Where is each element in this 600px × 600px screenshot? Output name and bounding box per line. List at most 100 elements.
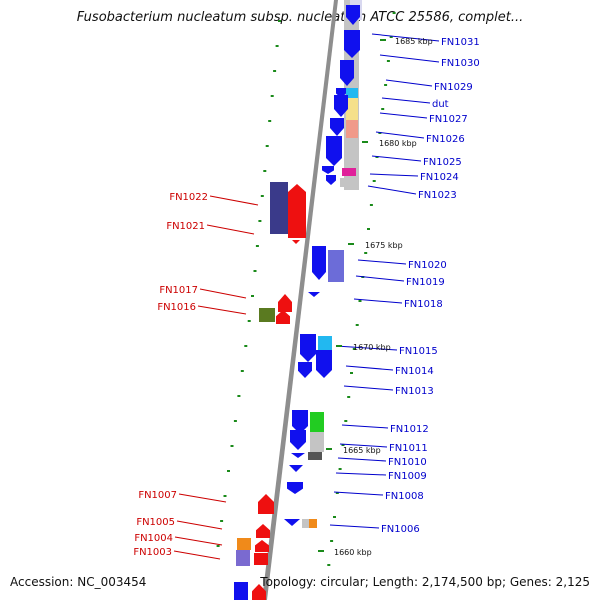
topology-label: Topology: [260,575,317,589]
gene-label-fn1020: FN1020 [408,260,447,271]
gene-label-fn1027: FN1027 [429,114,468,125]
gene-label-fn1018: FN1018 [404,299,443,310]
gene-label-fn1007: FN1007 [138,490,177,501]
track-dot [327,564,331,566]
band-segment-magenta [342,168,356,176]
gene-label-fn1014: FN1014 [395,366,434,377]
tick-mark [362,141,368,143]
gene-fn1004 [236,550,250,566]
track-dot [389,36,393,38]
leader-line [345,365,394,371]
gene-label-fn1011: FN1011 [389,443,428,454]
band-segment-cyan [346,88,358,98]
gene-fn1026-a [330,118,344,136]
track-dot [253,270,257,272]
gene-label-fn1023: FN1023 [418,190,457,201]
track-dot [216,545,220,547]
tick-label: 1680 kbp [379,139,417,148]
gene-fn1004-orange [237,538,251,550]
gene-fn1026 [326,136,342,166]
gene-label-fn1025: FN1025 [423,157,462,168]
leader-line [367,185,417,195]
gene-fn1024 [322,166,334,174]
gene-fn1020 [312,246,326,280]
track-dot [369,204,373,206]
track-dot [240,370,244,372]
track-dot [355,324,359,326]
track-dot [384,84,388,86]
track-dot [333,516,336,518]
track-dot [378,132,382,134]
gene-label-fn1030: FN1030 [441,58,480,69]
gene-label-dut: dut [432,99,449,110]
track-dot [251,295,254,297]
gene-fn1016 [259,308,275,322]
leader-line [176,520,223,530]
gene-label-fn1024: FN1024 [420,172,459,183]
leader-line [173,550,221,560]
track-dot [273,70,277,72]
gene-fn1012 [292,410,308,434]
tick-mark [348,243,354,245]
track-dot [223,495,227,497]
gene-bottom-red [252,584,266,600]
gene-fn1013 [298,362,312,378]
gene-fn1016-b [276,310,290,324]
genes-value: 2,125 [555,575,590,589]
gene-label-fn1012: FN1012 [390,424,429,435]
leader-line [355,275,405,282]
gene-fn1006-grey [302,519,310,528]
leader-line [371,155,422,162]
gene-label-fn1031: FN1031 [441,37,480,48]
track-dot [341,444,345,446]
track-dot [230,445,234,447]
gene-bottom-blue [234,582,248,600]
leader-line [353,298,403,304]
gene-fn1003 [254,553,268,565]
tick-label: 1685 kbp [395,37,433,46]
gene-label-fn1017: FN1017 [159,285,198,296]
track-dot [278,20,281,22]
gene-fn1008 [287,482,303,494]
gene-fn1010-dark [308,452,322,460]
track-dot [258,220,262,222]
leader-line [329,524,380,529]
gene-fn1018 [308,292,320,297]
leader-line [385,79,433,87]
track-dot [265,145,269,147]
band-segment-salmon [346,120,358,138]
leader-line [174,536,223,546]
track-dot [244,345,248,347]
tick-mark [326,448,332,450]
leader-line [371,33,440,42]
leader-line [333,491,384,496]
leader-line [337,457,387,462]
gene-label-fn1021: FN1021 [166,221,205,232]
gene-fn1006 [284,519,300,526]
gene-label-fn1029: FN1029 [434,82,473,93]
track-dot [263,170,267,172]
gene-label-fn1022: FN1022 [169,192,208,203]
gene-label-fn1019: FN1019 [406,277,445,288]
leader-line [369,173,419,177]
gene-fn1004-b [255,540,269,552]
leader-line [199,288,247,299]
gene-label-fn1003: FN1003 [133,547,172,558]
gene-fn1006-orange [309,519,317,528]
gene-fn1021-tip [292,240,300,244]
gene-fn1019 [328,250,344,282]
gene-fn1017 [278,294,292,312]
gene-label-fn1009: FN1009 [388,471,427,482]
track-dot [233,420,237,422]
leader-line [335,345,398,351]
gene-fn1021 [288,184,306,238]
track-dot [344,420,348,422]
gene-fn1030 [344,30,360,58]
genes-label: Genes: [509,575,552,589]
leader-line [339,443,388,448]
gene-fn1011-grey [310,432,324,452]
gene-fn1011 [290,430,306,450]
gene-label-fn1010: FN1010 [388,457,427,468]
tick-label: 1660 kbp [334,548,372,557]
track-dot [275,45,279,47]
